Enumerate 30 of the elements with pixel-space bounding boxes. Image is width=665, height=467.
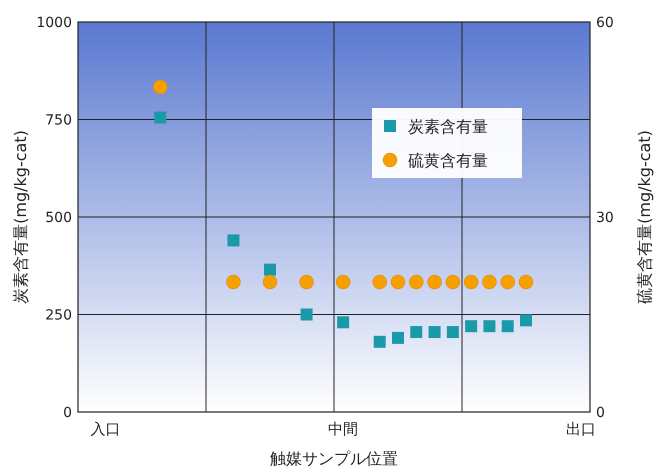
point xyxy=(337,316,350,328)
point xyxy=(374,336,386,348)
point xyxy=(465,320,478,332)
point xyxy=(520,314,532,326)
point xyxy=(502,320,514,332)
y2-tick-label: 30 xyxy=(596,210,614,226)
legend-label: 硫黄含有量 xyxy=(408,151,488,170)
legend-label: 炭素含有量 xyxy=(408,117,488,136)
point xyxy=(483,320,496,332)
y-axis-title: 炭素含有量(mg/kg-cat) xyxy=(11,130,30,304)
y-tick-label: 750 xyxy=(45,112,72,128)
point xyxy=(410,326,422,338)
point xyxy=(154,112,166,124)
point xyxy=(264,264,276,276)
point xyxy=(446,326,459,338)
y2-axis-title: 硫黄含有量(mg/kg-cat) xyxy=(635,130,654,304)
x-tick-label: 中間 xyxy=(328,420,358,438)
x-tick-label: 入口 xyxy=(90,420,120,438)
point xyxy=(300,308,313,320)
point xyxy=(428,326,441,338)
point xyxy=(392,332,404,344)
x-axis-title: 触媒サンプル位置 xyxy=(270,449,398,467)
y-tick-label: 250 xyxy=(45,308,72,324)
point xyxy=(227,234,240,246)
y-tick-label: 500 xyxy=(45,210,72,226)
y2-tick-label: 60 xyxy=(596,15,614,31)
x-tick-label: 出口 xyxy=(566,420,596,438)
y-tick-label: 0 xyxy=(63,405,72,421)
y2-tick-label: 0 xyxy=(596,405,605,421)
y-tick-label: 1000 xyxy=(36,15,72,31)
